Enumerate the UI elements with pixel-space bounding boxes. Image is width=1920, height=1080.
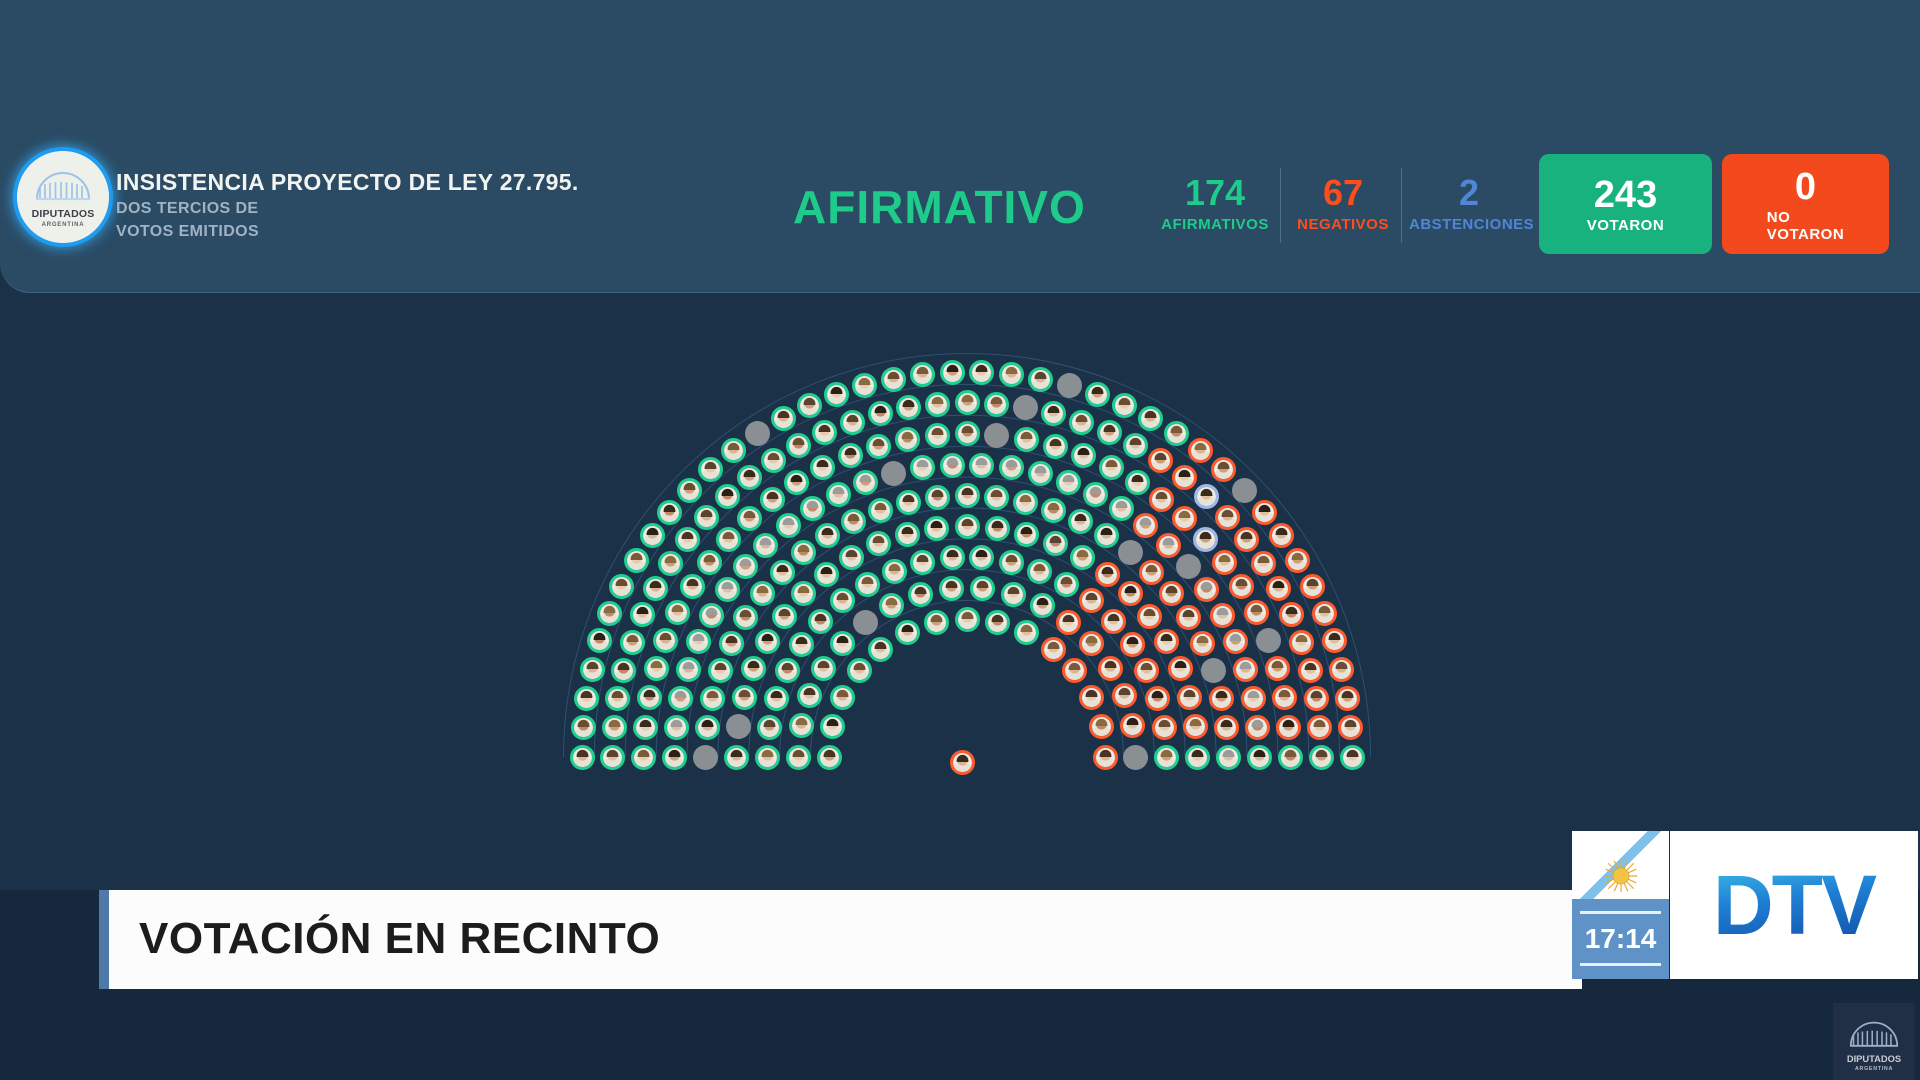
- svg-text:ARGENTINA: ARGENTINA: [1855, 1066, 1893, 1072]
- svg-text:DIPUTADOS: DIPUTADOS: [1847, 1054, 1901, 1064]
- svg-text:DTV: DTV: [1713, 858, 1877, 952]
